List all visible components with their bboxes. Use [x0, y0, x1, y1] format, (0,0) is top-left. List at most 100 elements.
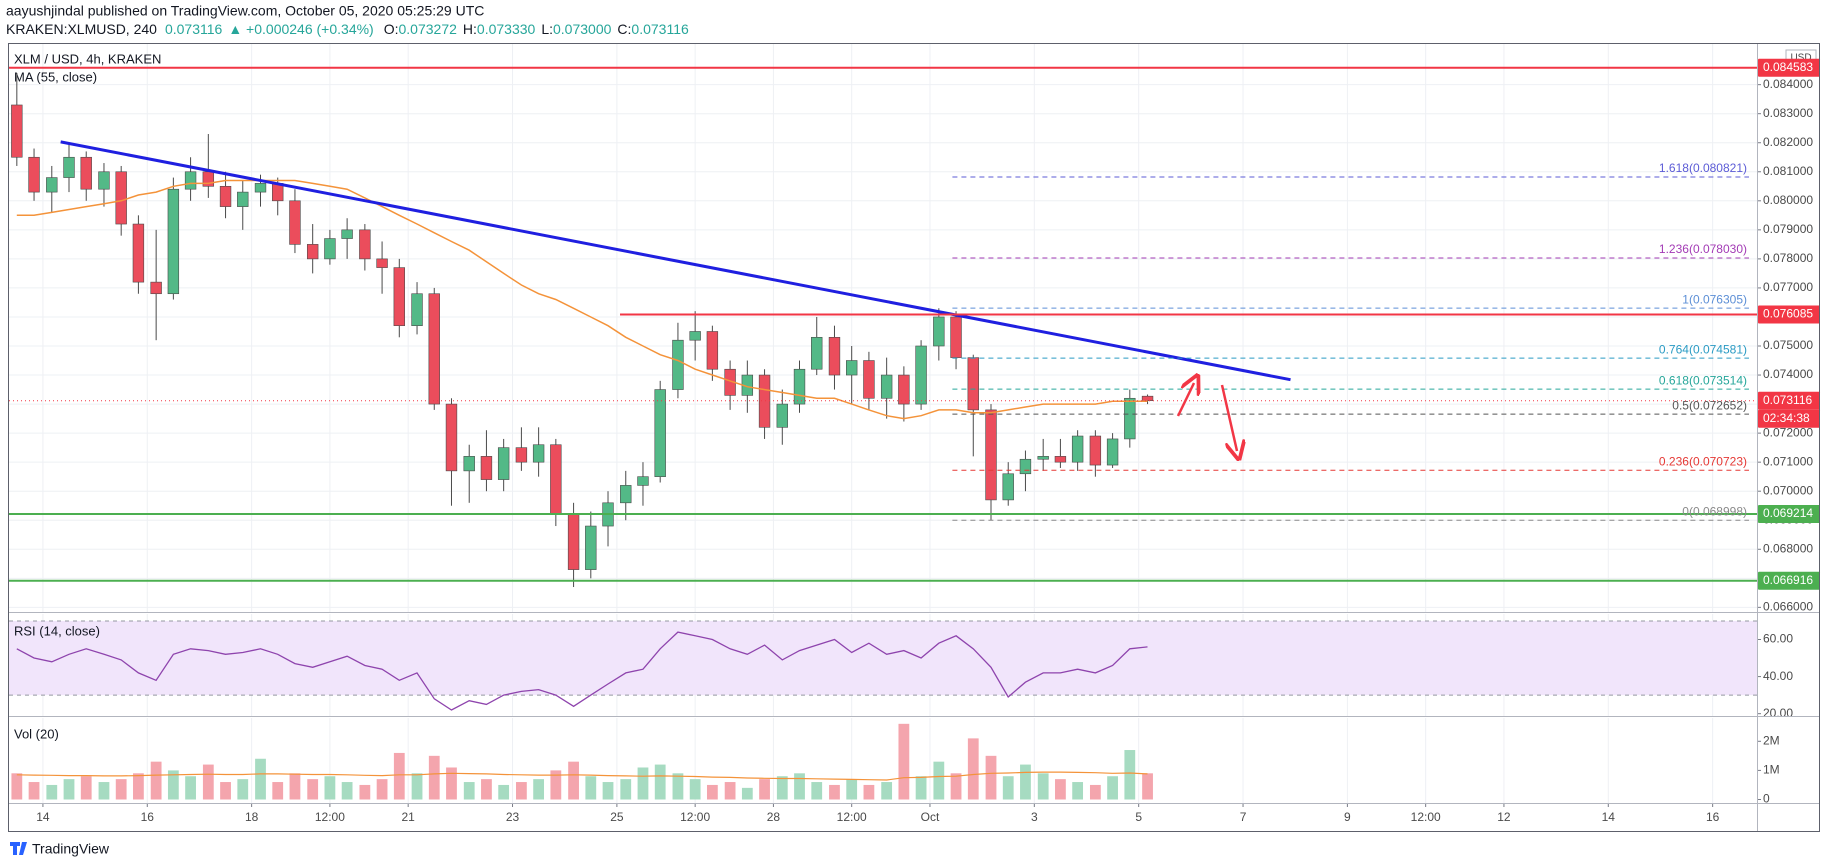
projection-arrows: [1176, 383, 1237, 451]
volume-bar: [341, 782, 353, 800]
y-tick-label: 60.00: [1763, 632, 1793, 646]
candle-body: [359, 229, 371, 260]
candle-body: [376, 258, 388, 268]
volume-bar: [11, 773, 23, 800]
volume-bar: [759, 779, 770, 800]
y-tick-label: 0.083000: [1763, 106, 1813, 120]
candle-body: [950, 316, 962, 358]
candle-body: [254, 183, 267, 193]
candle-body: [828, 336, 841, 376]
volume-bar: [272, 782, 284, 800]
volume-bar: [689, 779, 701, 800]
candle-body: [898, 374, 910, 405]
candle-body: [341, 229, 353, 239]
volume-bar: [255, 758, 266, 800]
level-label-box: [1758, 505, 1820, 524]
candle-body: [11, 104, 23, 158]
volume-bar: [150, 761, 162, 800]
rsi-band: [9, 620, 1757, 696]
volume-bar: [185, 776, 196, 800]
volume-bar: [446, 767, 457, 800]
candle-body: [115, 171, 127, 225]
level-label: 0.084583: [1763, 60, 1813, 74]
candle-body: [184, 171, 197, 190]
ohlc-label: H:: [463, 21, 477, 37]
y-tick-label: 0.074000: [1763, 367, 1813, 381]
volume-bar: [794, 773, 805, 800]
volume-bar: [724, 782, 736, 800]
arrow-down: [1220, 384, 1237, 451]
footer: TradingView: [10, 841, 110, 857]
candle-body: [306, 244, 319, 260]
x-tick-label: 18: [245, 810, 259, 824]
volume-bar: [933, 761, 945, 800]
volume-bar: [80, 776, 92, 800]
y-tick-label: 40.00: [1763, 669, 1793, 683]
volume-bar: [881, 782, 893, 800]
volume-bar: [1124, 750, 1136, 800]
y-tick-label: 0.077000: [1763, 280, 1813, 294]
x-tick-label: 23: [506, 810, 520, 824]
x-tick-label: 16: [1706, 810, 1720, 824]
volume-bar: [1089, 784, 1101, 800]
volume-bar: [829, 784, 840, 800]
candle-body: [532, 444, 545, 463]
candle-body: [480, 456, 493, 480]
volume-bar: [463, 782, 475, 800]
candle-body: [1106, 438, 1119, 466]
volume-bar: [1142, 773, 1153, 800]
y-tick-label: 0.078000: [1763, 251, 1813, 265]
unit-label: USD: [1790, 53, 1811, 64]
x-tick-label: 12:00: [1411, 810, 1441, 824]
x-tick-label: 7: [1240, 810, 1247, 824]
y-tick-label: 1M: [1763, 763, 1780, 777]
candle-body: [445, 403, 458, 472]
candle-body: [1089, 435, 1102, 466]
volume-bar: [1020, 764, 1031, 800]
candle-body: [393, 267, 405, 326]
last-price-label-box: [1758, 391, 1820, 410]
candle-body: [637, 476, 649, 486]
candle-body: [28, 156, 40, 193]
x-tick-label: 12: [1497, 810, 1511, 824]
x-tick-label: Oct: [921, 810, 940, 824]
candle-body: [463, 456, 475, 472]
volume-bar: [98, 782, 110, 800]
candle-body: [654, 389, 666, 477]
x-tick-label: 12:00: [680, 810, 710, 824]
candle-body: [98, 171, 110, 190]
candle-body: [985, 409, 997, 501]
x-tick-label: 9: [1344, 810, 1351, 824]
volume-bar: [654, 764, 666, 800]
candle-body: [967, 357, 979, 411]
x-tick-label: 12:00: [315, 810, 345, 824]
candle-body: [497, 447, 510, 480]
ohlc-value: 0.073272: [399, 21, 458, 37]
fib-label: 0.5(0.072652): [1672, 398, 1747, 412]
candle-body: [411, 293, 423, 326]
y-tick-label: 0: [1763, 792, 1770, 806]
countdown-label-box: [1758, 409, 1820, 428]
candle-body: [219, 185, 232, 207]
y-tick-label: 0.066000: [1763, 600, 1813, 614]
fib-label: 0(0.068998): [1682, 504, 1747, 518]
volume-bar: [133, 773, 144, 800]
volume-bar: [220, 782, 231, 800]
x-tick-label: 16: [141, 810, 155, 824]
volume-bar: [811, 782, 823, 800]
y-tick-label: 0.079000: [1763, 222, 1813, 236]
volume-bar: [359, 784, 371, 800]
candle-body: [289, 200, 301, 245]
volume-bar: [237, 779, 249, 800]
countdown-label: 02:34:38: [1763, 411, 1810, 425]
x-tick-label: 21: [401, 810, 415, 824]
level-label-box: [1758, 58, 1820, 77]
candle-body: [793, 368, 806, 405]
y-tick-label: 0.071000: [1763, 454, 1813, 468]
volume-bar: [863, 784, 875, 800]
y-tick-label: 20.00: [1763, 706, 1793, 720]
y-tick-label: 2M: [1763, 733, 1780, 747]
